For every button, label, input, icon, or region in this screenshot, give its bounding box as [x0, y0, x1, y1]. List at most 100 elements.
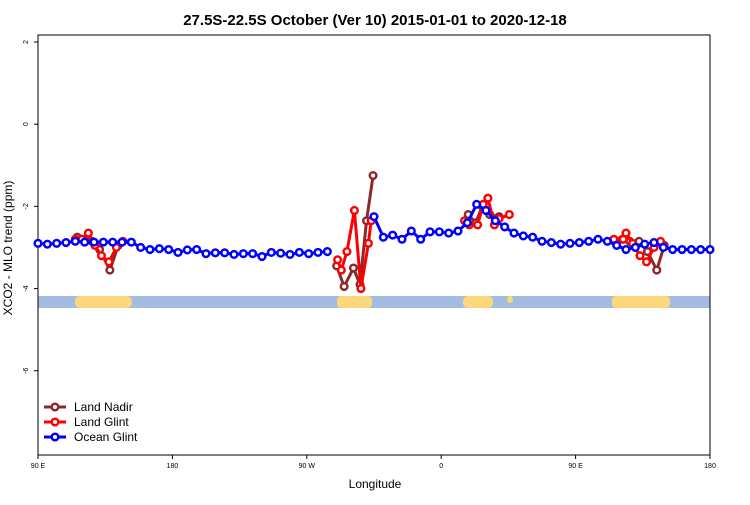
point — [348, 263, 359, 273]
point — [483, 193, 493, 203]
point — [201, 249, 211, 259]
point — [104, 257, 114, 267]
point — [462, 218, 472, 228]
point — [584, 236, 594, 246]
surface-strip — [38, 296, 710, 308]
point — [640, 239, 650, 249]
point — [652, 265, 662, 275]
x-tick-label: 0 — [439, 463, 443, 470]
legend-label: Ocean Glint — [74, 430, 138, 444]
land-strip — [337, 296, 372, 308]
point — [182, 245, 192, 255]
point — [136, 242, 146, 253]
point — [509, 228, 519, 238]
point — [294, 247, 304, 257]
point — [686, 244, 696, 255]
point — [98, 237, 108, 247]
point — [126, 237, 136, 247]
point — [500, 222, 510, 232]
land-strip — [463, 296, 493, 308]
point — [108, 237, 118, 247]
point — [556, 239, 566, 249]
point — [612, 240, 622, 250]
point — [565, 238, 575, 248]
point — [70, 236, 80, 246]
point — [388, 230, 398, 240]
point — [641, 257, 652, 267]
point — [574, 237, 584, 248]
point — [349, 205, 359, 216]
point — [210, 248, 220, 258]
point — [621, 228, 631, 238]
point — [336, 265, 346, 275]
point — [83, 228, 93, 238]
point — [453, 226, 463, 236]
point — [339, 281, 349, 292]
point — [164, 244, 174, 255]
point — [481, 205, 491, 216]
point — [333, 255, 343, 265]
chart-title: 27.5S-22.5S October (Ver 10) 2015-01-01 … — [183, 12, 567, 29]
point — [52, 238, 62, 248]
point — [397, 234, 407, 244]
point — [537, 236, 547, 246]
y-tick-label: -2 — [23, 203, 30, 209]
x-tick-label: 180 — [167, 463, 179, 470]
land-strip — [612, 296, 670, 308]
point — [528, 232, 538, 242]
point — [473, 220, 483, 230]
ocean-strip — [38, 296, 710, 308]
point — [363, 238, 373, 248]
point — [173, 247, 183, 257]
legend-label: Land Nadir — [74, 400, 133, 414]
point — [368, 170, 378, 181]
point — [238, 249, 248, 259]
point — [313, 247, 323, 257]
point — [593, 234, 603, 244]
point — [192, 244, 202, 255]
point — [154, 244, 164, 254]
point — [356, 284, 366, 294]
point — [602, 236, 612, 246]
point — [635, 251, 645, 261]
point — [649, 237, 659, 248]
point — [406, 226, 416, 236]
point — [220, 248, 230, 258]
point — [248, 249, 258, 259]
point — [257, 251, 267, 262]
point — [378, 232, 388, 242]
legend-label: Land Glint — [74, 415, 129, 429]
legend-marker — [50, 432, 60, 442]
point — [96, 251, 107, 261]
point — [490, 216, 500, 226]
point — [668, 244, 678, 255]
point — [705, 244, 715, 255]
point — [322, 247, 332, 257]
y-axis-label: XCO2 - MLO trend (ppm) — [1, 181, 15, 316]
point — [117, 237, 127, 247]
point — [285, 249, 295, 260]
point — [546, 237, 556, 248]
x-tick-label: 180 — [704, 463, 716, 470]
land-strip — [75, 296, 132, 308]
point — [145, 244, 155, 255]
point — [266, 247, 276, 257]
point — [444, 228, 454, 238]
x-axis-label: Longitude — [349, 477, 402, 491]
point — [105, 265, 115, 275]
y-tick-label: -6 — [23, 368, 30, 374]
point — [472, 199, 482, 209]
point — [369, 212, 379, 222]
point — [518, 231, 528, 241]
x-tick-label: 90 W — [299, 463, 316, 470]
point — [621, 244, 631, 255]
point — [304, 249, 314, 259]
y-tick-label: 0 — [23, 122, 30, 126]
point — [416, 234, 426, 244]
point — [696, 244, 706, 255]
point — [342, 247, 352, 257]
y-tick-label: 2 — [23, 40, 30, 44]
point — [89, 237, 99, 247]
